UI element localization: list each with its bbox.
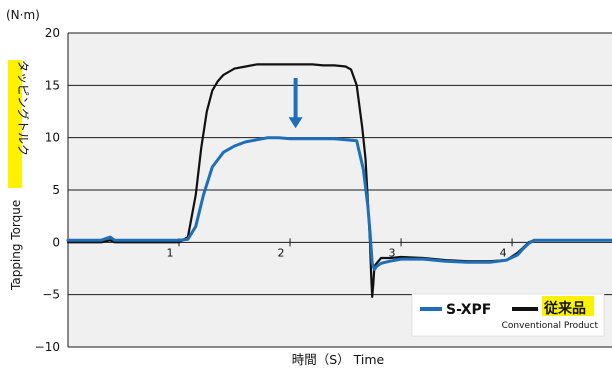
series-line-sxpf	[66, 136, 612, 271]
y-axis-label-en: Tapping Torque	[9, 200, 23, 291]
x-axis-label: 時間（S） Time	[292, 352, 385, 367]
legend-sublabel: Conventional Product	[502, 321, 599, 331]
x-tick-label: 1	[167, 246, 174, 259]
y-tick-label: 0	[52, 235, 60, 249]
legend-label-sxpf: S-XPF	[446, 302, 491, 318]
y-label-highlight	[8, 60, 22, 188]
arrow-down-icon	[288, 117, 303, 129]
legend-highlight	[542, 296, 594, 316]
x-tick-label: 3	[389, 246, 396, 259]
y-tick-label: 10	[45, 131, 60, 145]
y-tick-label: 20	[45, 26, 60, 40]
y-unit-label: (N·m)	[6, 8, 40, 22]
legend-label-conventional: 従来品	[543, 300, 586, 317]
x-tick-label: 2	[278, 246, 285, 259]
y-axis-label-jp: タッピングトルク	[16, 60, 30, 156]
y-tick-label: −5	[42, 288, 60, 302]
y-tick-label: 5	[52, 183, 60, 197]
x-tick-label: 4	[500, 246, 507, 259]
y-tick-label: 15	[45, 78, 60, 92]
y-tick-label: −10	[35, 340, 60, 354]
